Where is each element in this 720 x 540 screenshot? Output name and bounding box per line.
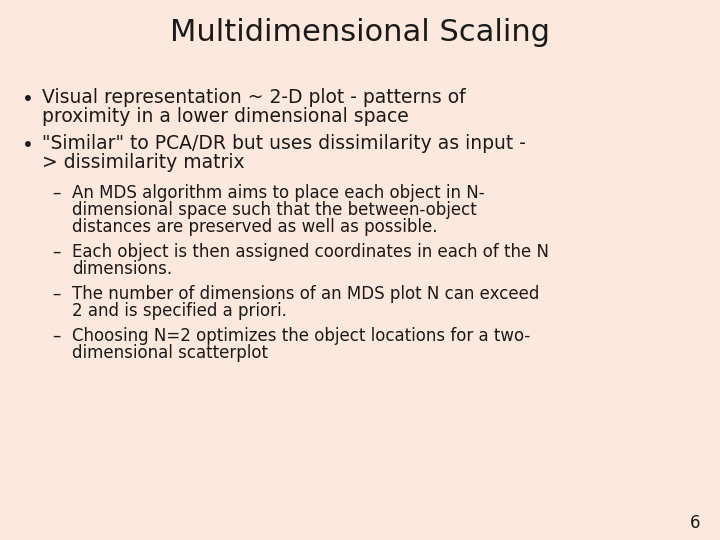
Text: 6: 6 — [690, 514, 700, 532]
Text: •: • — [22, 136, 34, 155]
Text: –: – — [52, 184, 60, 202]
Text: –: – — [52, 285, 60, 303]
Text: > dissimilarity matrix: > dissimilarity matrix — [42, 153, 245, 172]
Text: distances are preserved as well as possible.: distances are preserved as well as possi… — [72, 218, 438, 236]
Text: 2 and is specified a priori.: 2 and is specified a priori. — [72, 302, 287, 320]
Text: proximity in a lower dimensional space: proximity in a lower dimensional space — [42, 107, 409, 126]
Text: Visual representation ~ 2-D plot - patterns of: Visual representation ~ 2-D plot - patte… — [42, 88, 466, 107]
Text: •: • — [22, 90, 34, 109]
Text: Multidimensional Scaling: Multidimensional Scaling — [170, 18, 550, 47]
Text: dimensions.: dimensions. — [72, 260, 172, 278]
Text: –: – — [52, 327, 60, 345]
Text: dimensional space such that the between-object: dimensional space such that the between-… — [72, 201, 477, 219]
Text: The number of dimensions of an MDS plot N can exceed: The number of dimensions of an MDS plot … — [72, 285, 539, 303]
Text: Choosing N=2 optimizes the object locations for a two-: Choosing N=2 optimizes the object locati… — [72, 327, 530, 345]
Text: –: – — [52, 243, 60, 261]
Text: An MDS algorithm aims to place each object in N-: An MDS algorithm aims to place each obje… — [72, 184, 485, 202]
Text: Each object is then assigned coordinates in each of the N: Each object is then assigned coordinates… — [72, 243, 549, 261]
Text: "Similar" to PCA/DR but uses dissimilarity as input -: "Similar" to PCA/DR but uses dissimilari… — [42, 134, 526, 153]
Text: dimensional scatterplot: dimensional scatterplot — [72, 344, 268, 362]
